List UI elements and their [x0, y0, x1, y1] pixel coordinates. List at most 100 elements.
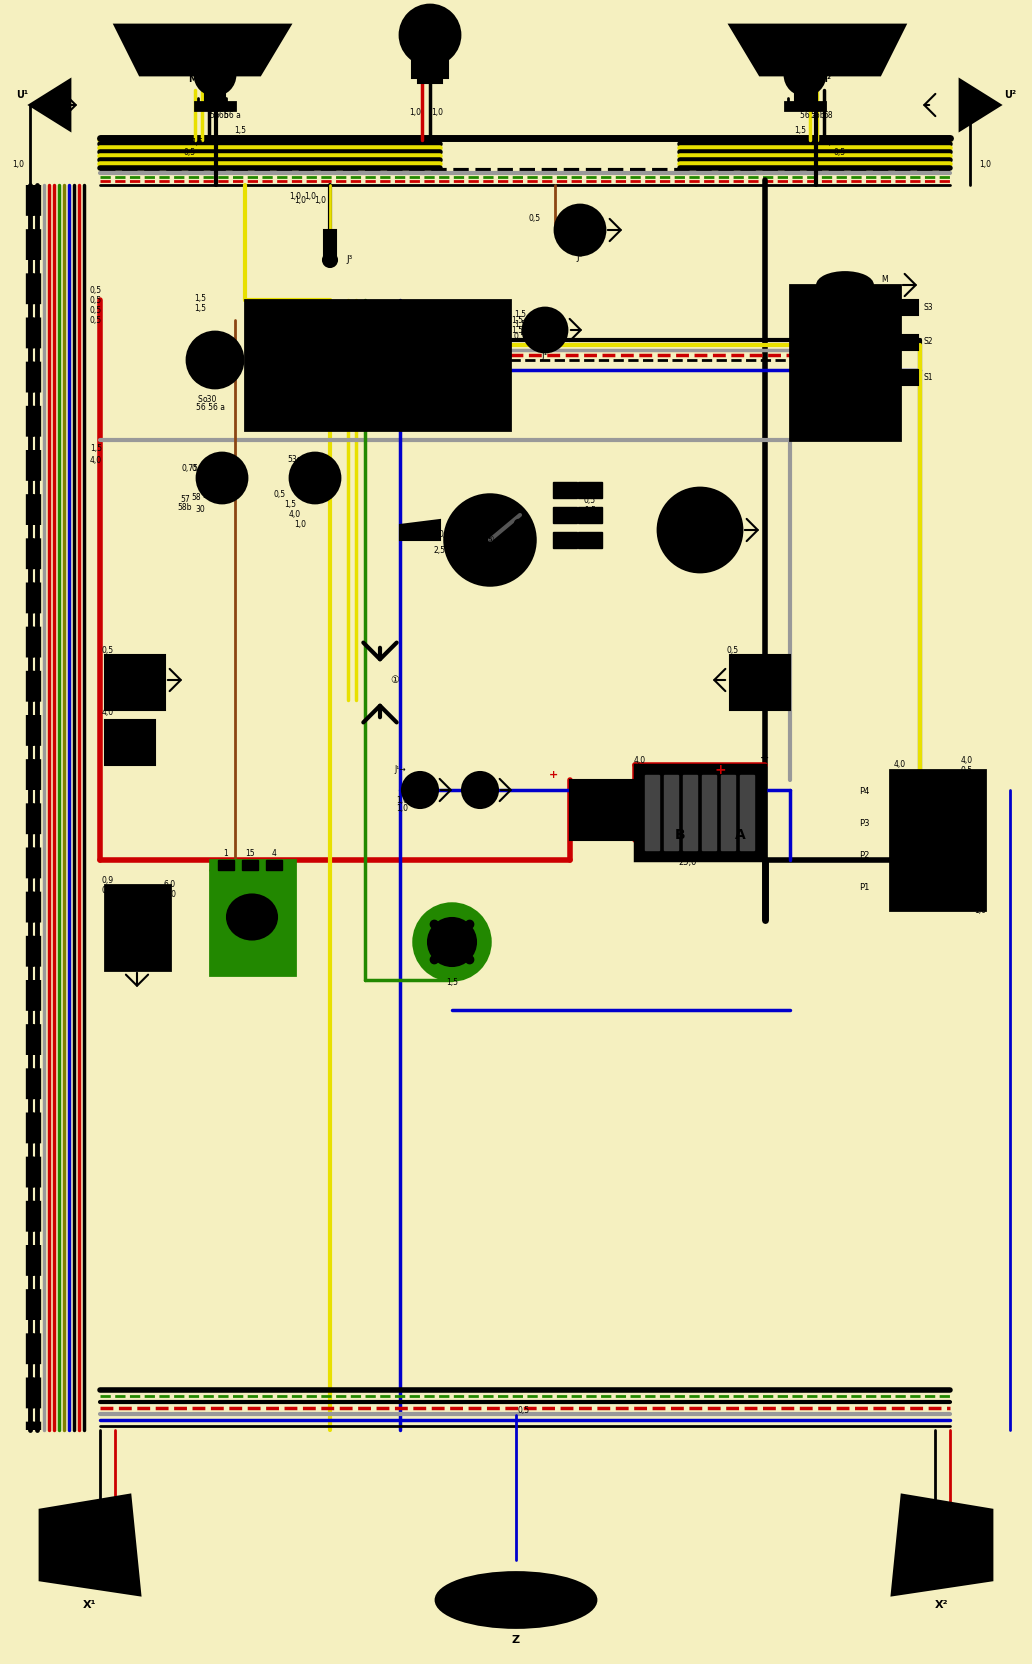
- Circle shape: [575, 225, 585, 235]
- Text: P1: P1: [860, 882, 870, 892]
- Polygon shape: [40, 1494, 140, 1596]
- Circle shape: [672, 503, 728, 557]
- Text: 1,5: 1,5: [191, 138, 203, 148]
- Text: B: B: [600, 780, 607, 790]
- Text: K3: K3: [560, 537, 570, 542]
- Text: 4,0: 4,0: [389, 401, 401, 409]
- Text: 58: 58: [209, 110, 219, 120]
- Text: G: G: [311, 473, 320, 483]
- Text: 2,5: 2,5: [434, 546, 446, 554]
- Circle shape: [515, 519, 522, 527]
- Text: 0,5: 0,5: [518, 1406, 530, 1414]
- Bar: [105, 885, 170, 970]
- Circle shape: [312, 458, 318, 464]
- Text: C: C: [248, 910, 257, 924]
- Text: −: −: [749, 849, 761, 862]
- Text: 2,5: 2,5: [324, 401, 336, 409]
- Bar: [385, 310, 405, 394]
- Text: 0,5: 0,5: [584, 496, 596, 504]
- Text: X¹: X¹: [84, 1601, 97, 1611]
- Bar: [412, 60, 448, 78]
- Bar: [241, 860, 258, 870]
- Text: ①: ①: [391, 676, 399, 686]
- Polygon shape: [30, 80, 70, 130]
- Text: S: S: [362, 401, 367, 409]
- Text: 1,5: 1,5: [446, 977, 458, 987]
- Text: 1,5: 1,5: [514, 321, 526, 329]
- Bar: [105, 656, 165, 711]
- Circle shape: [204, 466, 211, 473]
- Circle shape: [204, 484, 211, 489]
- Circle shape: [515, 552, 522, 561]
- Bar: [195, 102, 235, 110]
- Text: 0,5: 0,5: [961, 765, 973, 774]
- Bar: [553, 483, 577, 498]
- Text: S1: S1: [924, 373, 934, 381]
- Bar: [578, 483, 602, 498]
- Text: 58: 58: [824, 110, 833, 120]
- Circle shape: [402, 772, 438, 809]
- Bar: [553, 508, 577, 522]
- Text: 30: 30: [195, 506, 205, 514]
- Polygon shape: [730, 25, 905, 75]
- Ellipse shape: [115, 909, 160, 948]
- Text: 0,5: 0,5: [90, 286, 102, 295]
- Text: J: J: [213, 353, 218, 366]
- Circle shape: [585, 792, 621, 829]
- Text: J¹: J¹: [542, 351, 548, 359]
- Text: 6,0: 6,0: [164, 880, 176, 890]
- Bar: [320, 310, 340, 394]
- Circle shape: [312, 493, 318, 498]
- Polygon shape: [892, 1494, 992, 1596]
- Bar: [570, 780, 635, 840]
- Bar: [791, 285, 900, 439]
- Circle shape: [785, 55, 825, 95]
- Circle shape: [462, 772, 498, 809]
- Text: 57: 57: [181, 496, 190, 504]
- Bar: [293, 373, 307, 389]
- Text: 0,5: 0,5: [439, 531, 451, 539]
- Bar: [721, 775, 735, 850]
- Text: 56b: 56b: [215, 110, 229, 120]
- Circle shape: [968, 95, 988, 115]
- Bar: [448, 314, 462, 333]
- Bar: [388, 314, 402, 333]
- Bar: [890, 770, 985, 910]
- Text: 1,0: 1,0: [294, 195, 307, 205]
- Text: 1,0: 1,0: [396, 795, 408, 804]
- Circle shape: [486, 569, 494, 577]
- Text: Kⁱ: Kⁱ: [587, 537, 592, 542]
- Circle shape: [297, 484, 303, 489]
- Text: K1: K1: [560, 513, 570, 518]
- Text: 0,75: 0,75: [182, 464, 198, 473]
- Text: P2: P2: [860, 850, 870, 860]
- Bar: [293, 314, 307, 333]
- Circle shape: [203, 63, 227, 87]
- Circle shape: [793, 63, 817, 87]
- Text: 1,0: 1,0: [289, 191, 301, 200]
- Circle shape: [586, 216, 593, 225]
- Text: B: B: [675, 829, 685, 842]
- Text: S: S: [351, 419, 359, 429]
- Text: 1: 1: [224, 849, 228, 857]
- Bar: [355, 310, 375, 394]
- Ellipse shape: [458, 1586, 574, 1616]
- Circle shape: [195, 55, 235, 95]
- Text: K5: K5: [585, 488, 594, 493]
- Text: 1,5: 1,5: [90, 444, 102, 453]
- Polygon shape: [960, 80, 1000, 130]
- Text: +: +: [549, 770, 558, 780]
- Circle shape: [465, 920, 474, 929]
- Text: 0,9: 0,9: [102, 875, 115, 885]
- Text: M²: M²: [818, 75, 832, 85]
- Circle shape: [465, 955, 474, 963]
- Bar: [105, 721, 155, 765]
- Circle shape: [914, 1539, 932, 1558]
- Text: X²: X²: [935, 1601, 948, 1611]
- Text: 4,0: 4,0: [961, 755, 973, 764]
- Polygon shape: [745, 30, 890, 70]
- Text: 15: 15: [246, 849, 255, 857]
- Circle shape: [327, 466, 332, 473]
- Circle shape: [100, 1539, 118, 1558]
- Text: 1,5: 1,5: [234, 125, 246, 135]
